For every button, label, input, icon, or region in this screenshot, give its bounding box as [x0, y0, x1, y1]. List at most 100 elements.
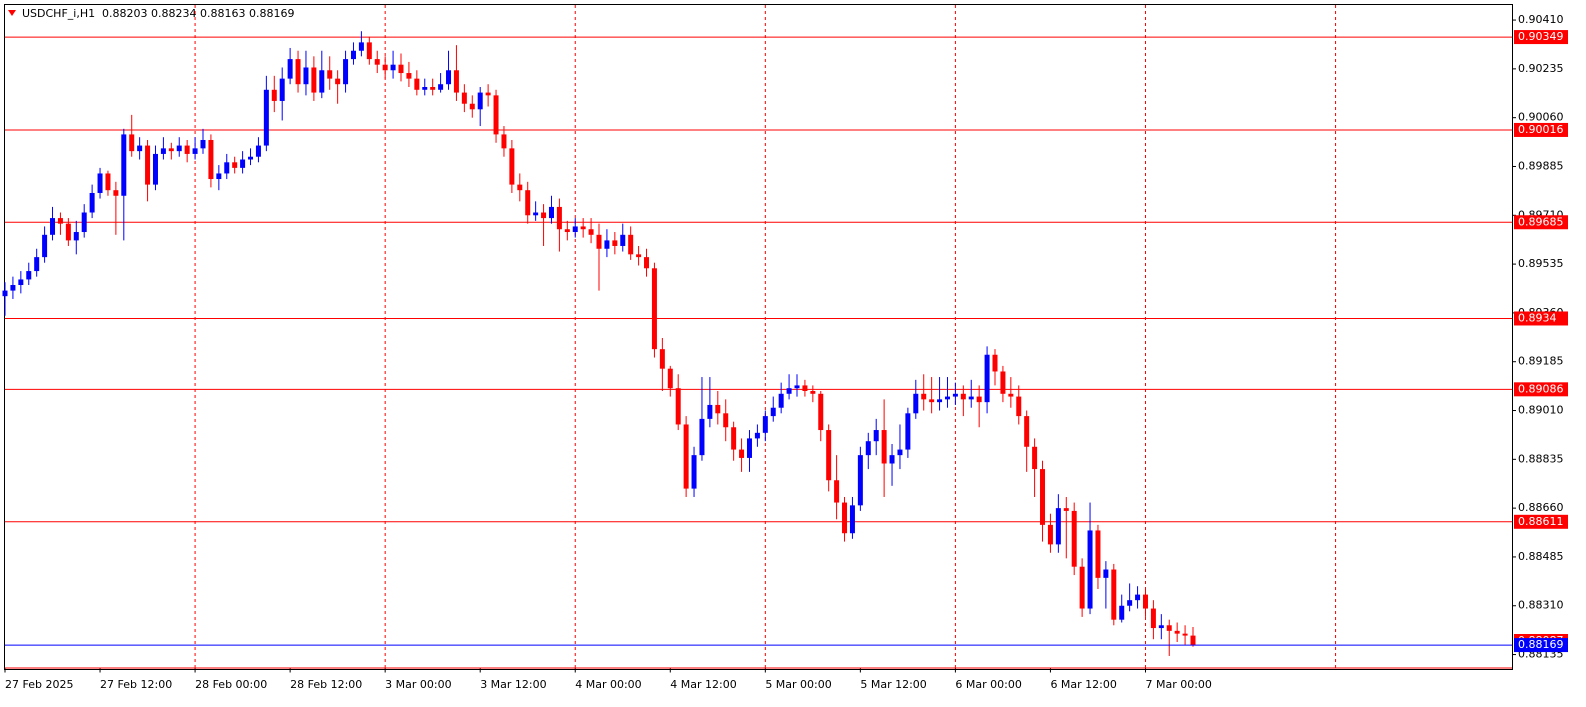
candle-body [778, 393, 784, 408]
y-tick-label: 0.88835 [1518, 452, 1564, 465]
level-label: 0.89685 [1518, 215, 1564, 228]
y-tick-label: 0.90235 [1518, 62, 1564, 75]
candle-body [295, 59, 301, 85]
candle-body [699, 418, 705, 456]
x-tick-label: 5 Mar 00:00 [765, 678, 831, 691]
candle-body [913, 393, 919, 414]
candle-body [42, 234, 48, 258]
candle-body [10, 285, 16, 291]
candle-body [113, 190, 119, 196]
y-tick-label: 0.88485 [1518, 550, 1564, 563]
candle-body [754, 432, 760, 439]
candle-body [97, 173, 103, 193]
y-tick-label: 0.88660 [1518, 501, 1564, 514]
plot-frame [4, 4, 1513, 670]
candle-body [1047, 524, 1053, 545]
candle-body [762, 416, 768, 433]
candle-body [842, 502, 848, 534]
candle-body [1166, 625, 1172, 631]
candle-body [255, 145, 261, 157]
candle-body [366, 42, 372, 60]
candle-body [414, 78, 420, 90]
candle-body [786, 388, 792, 394]
candle-body [145, 145, 151, 185]
candle-body [327, 70, 333, 79]
candle-body [1040, 469, 1046, 525]
x-tick-label: 6 Mar 12:00 [1050, 678, 1116, 691]
x-tick-label: 5 Mar 12:00 [860, 678, 926, 691]
candle-body [485, 92, 491, 96]
candle-body [501, 134, 507, 149]
candle-body [746, 438, 752, 458]
header-open: 0.88203 [102, 7, 148, 20]
candle-body [1055, 508, 1061, 545]
candle-body [620, 234, 626, 246]
x-tick-label: 4 Mar 00:00 [575, 678, 641, 691]
bid-label-box [1514, 638, 1568, 653]
x-tick-label: 3 Mar 00:00 [385, 678, 451, 691]
header-close: 0.88169 [249, 7, 295, 20]
candle-body [57, 218, 63, 224]
candle-body [129, 134, 135, 152]
level-label-box [1514, 382, 1568, 397]
header-high: 0.88234 [151, 7, 197, 20]
candle-body [865, 441, 871, 456]
candle-body [192, 148, 198, 154]
x-tick-label: 28 Feb 12:00 [290, 678, 362, 691]
header-arrow[interactable] [8, 10, 16, 16]
candle-body [707, 404, 713, 419]
candle-body [335, 78, 341, 85]
candle-body [1182, 633, 1188, 636]
candle-body [675, 388, 681, 425]
candle-body [1095, 530, 1101, 578]
candle-body [588, 229, 594, 235]
candle-body [1063, 508, 1069, 511]
candle-body [1174, 630, 1180, 634]
candle-body [477, 92, 483, 110]
candle-body [311, 67, 317, 93]
candle-body [1135, 594, 1141, 601]
candle-body [612, 240, 618, 246]
candle-body [976, 396, 982, 403]
candle-body [794, 385, 800, 389]
candle-body [26, 271, 32, 280]
y-tick-label: 0.89010 [1518, 404, 1564, 417]
candle-body [572, 226, 578, 233]
candle-body [271, 89, 277, 101]
candle-body [1103, 569, 1109, 578]
candle-body [517, 184, 523, 191]
candle-body [929, 399, 935, 403]
candle-body [461, 92, 467, 104]
candle-body [857, 455, 863, 506]
candle-body [525, 190, 531, 216]
candle-body [944, 396, 950, 400]
candle-body [1087, 530, 1093, 609]
level-label-box [1514, 30, 1568, 45]
level-label: 0.90016 [1518, 123, 1564, 136]
candle-body [533, 212, 539, 216]
candle-body [1071, 510, 1077, 567]
candle-body [160, 148, 166, 154]
candle-body [168, 148, 174, 152]
candle-body [691, 455, 697, 489]
candle-body [548, 206, 554, 219]
candle-body [826, 430, 832, 481]
candle-body [596, 234, 602, 249]
candle-body [992, 354, 998, 372]
x-tick-label: 7 Mar 00:00 [1145, 678, 1211, 691]
level-label-box [1514, 215, 1568, 230]
candle-body [897, 449, 903, 456]
candle-body [659, 349, 665, 369]
y-tick-label: 0.90410 [1518, 13, 1564, 26]
candle-body [1150, 608, 1156, 629]
candle-body [683, 424, 689, 489]
symbol-title: USDCHF_i,H1 [22, 7, 95, 20]
candle-body [438, 84, 444, 90]
candle-body [1190, 635, 1196, 646]
candle-body [723, 413, 729, 428]
candle-body [960, 393, 966, 400]
y-tick-label: 0.88310 [1518, 599, 1564, 612]
candle-body [263, 89, 269, 146]
candle-body [715, 404, 721, 414]
